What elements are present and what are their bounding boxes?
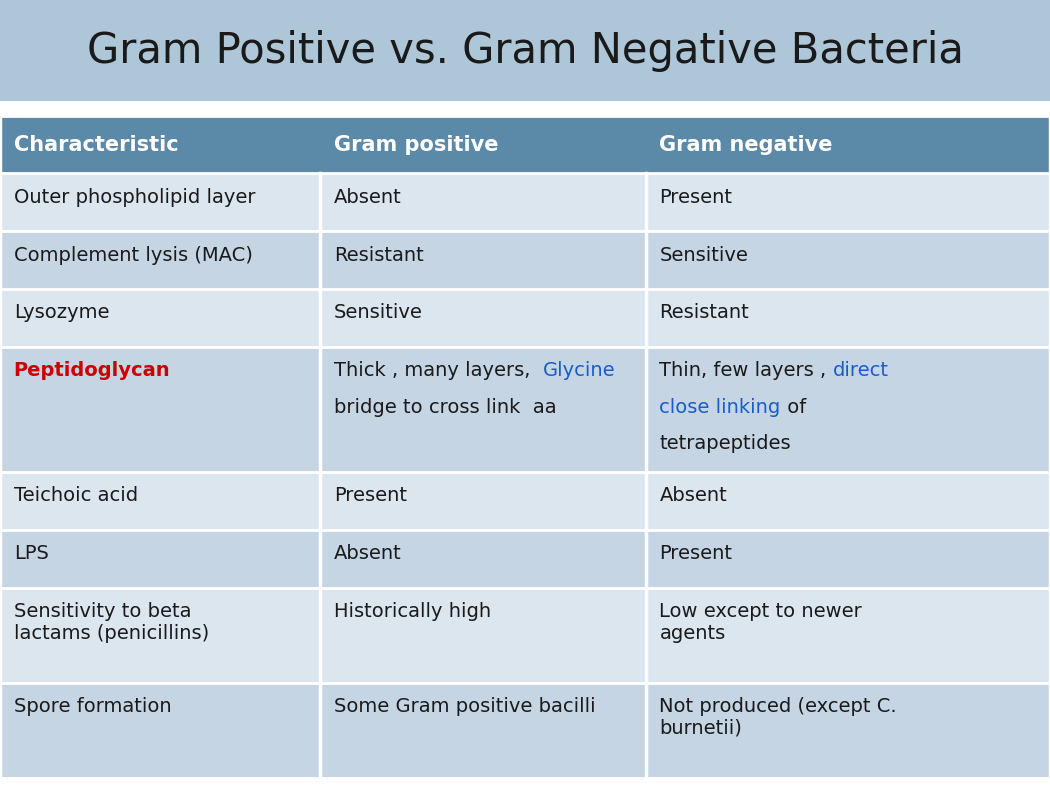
Text: Spore formation: Spore formation <box>14 697 171 716</box>
Text: Resistant: Resistant <box>659 303 749 322</box>
Text: Gram negative: Gram negative <box>659 135 833 154</box>
Bar <box>0 116 1050 173</box>
Text: Peptidoglycan: Peptidoglycan <box>14 361 170 380</box>
Text: Glycine: Glycine <box>543 361 615 380</box>
Text: close linking: close linking <box>659 398 780 417</box>
Text: Historically high: Historically high <box>334 602 491 621</box>
Text: Present: Present <box>659 188 733 207</box>
Text: Absent: Absent <box>659 486 728 505</box>
Bar <box>0 530 1050 588</box>
Text: Sensitive: Sensitive <box>334 303 423 322</box>
Text: bridge to cross link  aa: bridge to cross link aa <box>334 398 556 417</box>
Text: Sensitivity to beta
lactams (penicillins): Sensitivity to beta lactams (penicillins… <box>14 602 209 643</box>
Bar <box>0 347 1050 472</box>
Text: Gram positive: Gram positive <box>334 135 499 154</box>
Text: Some Gram positive bacilli: Some Gram positive bacilli <box>334 697 595 716</box>
Bar <box>0 231 1050 289</box>
Text: tetrapeptides: tetrapeptides <box>659 434 791 453</box>
Text: of: of <box>780 398 806 417</box>
Bar <box>0 173 1050 231</box>
Text: Characteristic: Characteristic <box>14 135 178 154</box>
Text: Sensitive: Sensitive <box>659 246 749 265</box>
Text: Low except to newer
agents: Low except to newer agents <box>659 602 862 643</box>
Bar <box>0 0 1050 101</box>
Text: Thin, few layers ,: Thin, few layers , <box>659 361 833 380</box>
Bar <box>0 683 1050 778</box>
Text: Thick , many layers,: Thick , many layers, <box>334 361 543 380</box>
Text: Teichoic acid: Teichoic acid <box>14 486 138 505</box>
Bar <box>0 472 1050 530</box>
Text: Absent: Absent <box>334 188 402 207</box>
Text: Not produced (except C.
burnetii): Not produced (except C. burnetii) <box>659 697 897 738</box>
Text: Outer phospholipid layer: Outer phospholipid layer <box>14 188 255 207</box>
Bar <box>0 588 1050 683</box>
Text: Lysozyme: Lysozyme <box>14 303 109 322</box>
Text: direct: direct <box>833 361 888 380</box>
Text: Present: Present <box>334 486 407 505</box>
Text: Complement lysis (MAC): Complement lysis (MAC) <box>14 246 252 265</box>
Text: LPS: LPS <box>14 544 48 563</box>
Bar <box>0 289 1050 347</box>
Text: Absent: Absent <box>334 544 402 563</box>
Text: Resistant: Resistant <box>334 246 423 265</box>
Text: Present: Present <box>659 544 733 563</box>
Text: Gram Positive vs. Gram Negative Bacteria: Gram Positive vs. Gram Negative Bacteria <box>86 29 964 72</box>
